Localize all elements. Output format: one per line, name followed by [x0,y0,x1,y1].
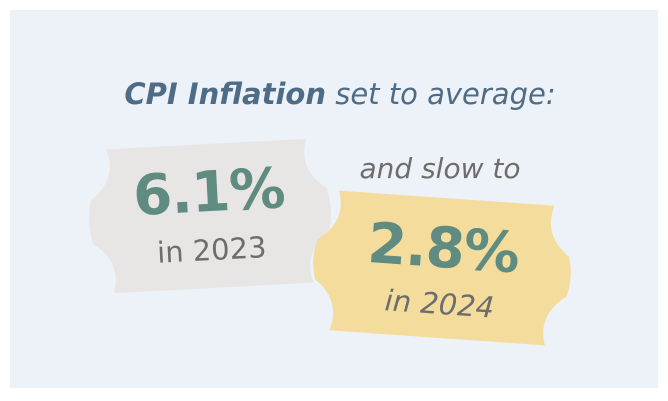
tag-value: 2.8% [366,211,521,286]
tag-shape [313,190,571,346]
tag-shape [89,138,331,294]
tag-label: in 2024 [384,283,496,325]
tag-2024: 2.8% in 2024 [313,190,571,346]
tag-2023: 6.1% in 2023 [89,138,331,294]
headline-rest: set to average: [335,77,555,111]
tag-value: 6.1% [132,156,287,229]
headline: CPI Inflation set to average: [124,77,555,111]
headline-bold: CPI Inflation [124,77,326,111]
tag-label: in 2023 [156,230,267,270]
connector: and slow to [360,152,521,185]
